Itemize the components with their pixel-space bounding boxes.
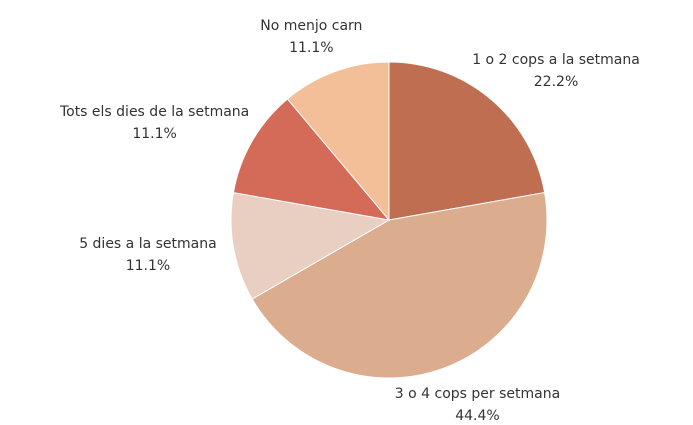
pie-slice (251, 191, 548, 379)
slice-value-label: 44.4% (455, 408, 499, 424)
slice-value-label: 22.2% (534, 74, 578, 90)
slice-label: No menjo carn (260, 18, 362, 34)
pie-slice (230, 191, 391, 300)
slice-label: 1 o 2 cops a la setmana (472, 52, 640, 68)
slice-value-label: 11.1% (289, 40, 333, 56)
pie-slice (286, 61, 390, 222)
slice-label: Tots els dies de la setmana (59, 104, 249, 120)
slice-value-label: 11.1% (126, 258, 170, 274)
slice-label: 5 dies a la setmana (79, 236, 217, 252)
slice-value-label: 11.1% (132, 126, 176, 142)
pie-slice (232, 98, 391, 221)
pie-slice (388, 61, 546, 221)
slice-label: 3 o 4 cops per setmana (395, 386, 560, 402)
